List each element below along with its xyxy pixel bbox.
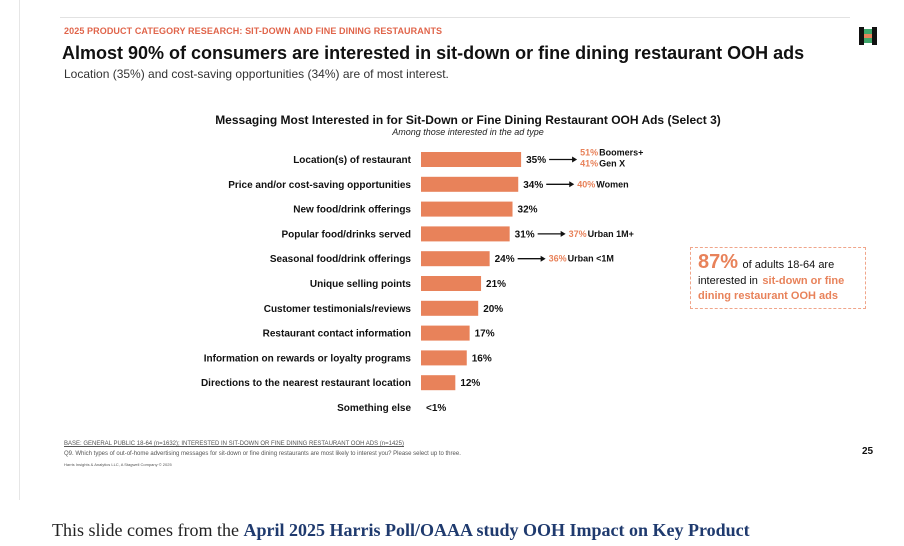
question-note: Q9. Which types of out-of-home advertisi… bbox=[64, 451, 461, 457]
value-label: 35% bbox=[526, 155, 546, 166]
value-label: 31% bbox=[515, 229, 535, 240]
value-label: 32% bbox=[518, 205, 538, 216]
annotation-percent: 40% bbox=[577, 179, 595, 189]
value-label: 24% bbox=[495, 254, 515, 265]
bar bbox=[421, 226, 510, 242]
category-label: 2025 PRODUCT CATEGORY RESEARCH: SIT-DOWN… bbox=[64, 26, 443, 36]
value-label: 17% bbox=[475, 329, 495, 340]
category-label: Directions to the nearest restaurant loc… bbox=[201, 378, 411, 389]
annotation-percent: 41% bbox=[580, 159, 598, 169]
bar bbox=[421, 300, 479, 316]
bar bbox=[421, 176, 519, 192]
callout-text-mid: interested in bbox=[698, 275, 758, 287]
annotation-arrowhead bbox=[569, 181, 575, 188]
chart-subtitle: Among those interested in the ad type bbox=[392, 127, 544, 137]
category-label: Customer testimonials/reviews bbox=[264, 304, 412, 315]
category-label: Information on rewards or loyalty progra… bbox=[204, 353, 412, 364]
base-note: BASE: GENERAL PUBLIC 18-64 (n=1632); INT… bbox=[64, 441, 404, 447]
annotation-group: Boomers+ bbox=[599, 148, 643, 158]
bar bbox=[421, 375, 456, 391]
annotation-group: Women bbox=[596, 179, 628, 189]
value-label: 34% bbox=[523, 180, 543, 191]
page-number: 25 bbox=[862, 446, 874, 457]
value-label: <1% bbox=[426, 403, 446, 414]
annotation-group: Urban <1M bbox=[568, 254, 614, 264]
category-label: Location(s) of restaurant bbox=[293, 155, 411, 166]
copyright-note: Harris Insights & Analytics LLC, A Stagw… bbox=[64, 462, 172, 467]
bar bbox=[421, 152, 522, 167]
callout-percent: 87% bbox=[698, 251, 739, 273]
callout-text-before: of adults 18-64 are bbox=[742, 259, 835, 271]
caption-text: This slide comes from the bbox=[52, 520, 244, 540]
annotation-group: Urban 1M+ bbox=[588, 229, 634, 239]
study-link[interactable]: April 2025 Harris Poll/OAAA study OOH Im… bbox=[243, 520, 750, 540]
chart-title: Messaging Most Interested in for Sit-Dow… bbox=[215, 113, 721, 127]
annotation-group: Gen X bbox=[599, 159, 625, 169]
category-label: Seasonal food/drink offerings bbox=[270, 254, 412, 265]
category-label: Restaurant contact information bbox=[263, 329, 411, 340]
bar bbox=[421, 350, 467, 366]
caption: This slide comes from the April 2025 Har… bbox=[52, 520, 750, 541]
annotation-percent: 51% bbox=[580, 148, 598, 158]
annotation-arrowhead bbox=[572, 156, 578, 163]
category-label: Price and/or cost-saving opportunities bbox=[228, 180, 411, 191]
value-label: 12% bbox=[460, 378, 480, 389]
bar bbox=[421, 276, 482, 291]
callout-box: 87% of adults 18-64 are interested in si… bbox=[690, 247, 866, 309]
callout-highlight-2: dining restaurant OOH ads bbox=[698, 290, 838, 302]
callout-highlight-1: sit-down or fine bbox=[762, 275, 845, 287]
value-label: 16% bbox=[472, 353, 492, 364]
bar bbox=[421, 251, 490, 267]
bar bbox=[421, 325, 470, 341]
harris-logo-icon bbox=[859, 27, 877, 45]
slide-headline: Almost 90% of consumers are interested i… bbox=[62, 43, 805, 63]
category-label: Something else bbox=[337, 403, 411, 414]
bar bbox=[421, 201, 513, 217]
annotation-arrowhead bbox=[560, 230, 566, 237]
value-label: 20% bbox=[483, 304, 503, 315]
category-label: Popular food/drinks served bbox=[282, 229, 411, 240]
bar-chart: Location(s) of restaurant 35% Price and/or… bbox=[201, 148, 643, 415]
slide-subheadline: Location (35%) and cost-saving opportuni… bbox=[64, 67, 449, 81]
annotation-arrowhead bbox=[540, 255, 546, 262]
annotation-percent: 36% bbox=[549, 254, 567, 264]
top-rule bbox=[60, 17, 850, 18]
annotation-percent: 37% bbox=[569, 229, 587, 239]
value-label: 21% bbox=[486, 279, 506, 290]
category-label: New food/drink offerings bbox=[293, 205, 411, 216]
slide-edge bbox=[19, 0, 20, 500]
category-label: Unique selling points bbox=[310, 279, 412, 290]
